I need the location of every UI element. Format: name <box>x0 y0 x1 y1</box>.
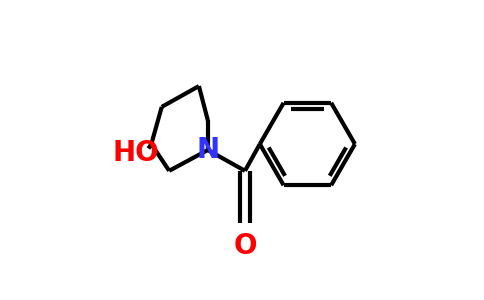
Text: O: O <box>233 232 257 260</box>
Text: N: N <box>196 136 219 164</box>
Text: HO: HO <box>113 139 159 167</box>
